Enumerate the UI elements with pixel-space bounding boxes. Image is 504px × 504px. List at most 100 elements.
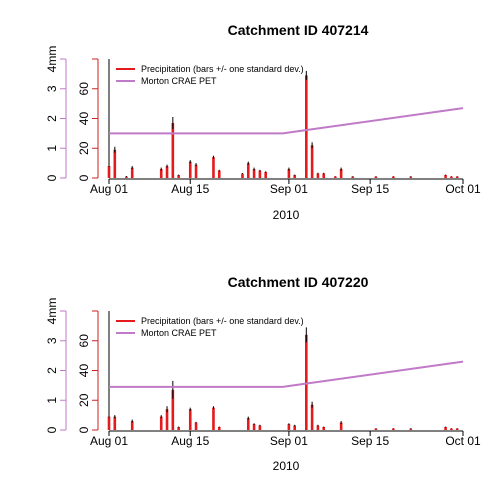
precip-tick-label: 40 <box>77 112 91 126</box>
precip-bar <box>113 416 117 430</box>
x-tick-label: Sep 01 <box>270 182 308 196</box>
pet-tick-label: 1 <box>45 145 59 152</box>
precip-bar <box>293 175 297 178</box>
x-tick-label: Sep 15 <box>351 434 389 448</box>
precip-tick-label: 20 <box>77 393 91 407</box>
pet-tick-label: 1 <box>45 397 59 404</box>
pet-tick-label: 0 <box>45 426 59 433</box>
precip-tick-label: 60 <box>77 334 91 348</box>
precip-tick-label: 60 <box>77 82 91 96</box>
precip-bar <box>188 409 192 430</box>
precip-bar <box>444 175 447 178</box>
precip-bar <box>455 428 459 430</box>
precip-bar <box>165 409 169 430</box>
legend: Precipitation (bars +/- one standard dev… <box>116 64 304 86</box>
precip-bar <box>293 425 297 430</box>
precip-bar <box>159 416 163 430</box>
x-axis-label: 2010 <box>273 459 300 473</box>
pet-tick-label: 3 <box>45 85 59 92</box>
legend-label-precip: Precipitation (bars +/- one standard dev… <box>141 316 304 326</box>
precip-bar <box>310 145 314 178</box>
precip-bar <box>194 422 198 430</box>
x-tick-label: Sep 01 <box>270 434 308 448</box>
precip-bar <box>409 428 413 430</box>
precip-bar <box>241 173 244 178</box>
precip-bar <box>339 422 343 430</box>
precip-bar <box>113 149 117 178</box>
precip-bar <box>409 176 413 178</box>
precip-bar <box>212 157 215 178</box>
precip-bar <box>392 428 395 430</box>
precip-tick-label: 0 <box>77 174 91 181</box>
x-tick-label: Oct 01 <box>445 434 481 448</box>
x-tick-label: Sep 15 <box>351 182 389 196</box>
precip-bar <box>125 176 128 178</box>
precip-bar <box>107 416 111 430</box>
precip-bar <box>258 425 262 430</box>
precip-bar <box>392 176 395 178</box>
chart-title: Catchment ID 407214 <box>228 22 369 38</box>
legend-label-pet: Morton CRAE PET <box>141 76 217 86</box>
precip-bar <box>444 427 447 430</box>
precip-bar <box>287 169 291 178</box>
precip-bar <box>316 173 320 178</box>
precip-bar <box>217 170 221 178</box>
precip-bar <box>310 404 314 430</box>
pet-tick-label: 4mm <box>45 298 59 325</box>
x-tick-label: Oct 01 <box>445 182 481 196</box>
legend-label-pet: Morton CRAE PET <box>141 328 217 338</box>
precip-bar <box>305 75 308 178</box>
precip-bar <box>334 176 337 178</box>
precip-bar <box>217 427 221 430</box>
precip-tick-label: 20 <box>77 141 91 155</box>
x-tick-label: Aug 15 <box>171 182 209 196</box>
pet-tick-label: 3 <box>45 337 59 344</box>
precip-bar <box>316 425 320 430</box>
precip-bar <box>194 164 198 178</box>
x-axis-label: 2010 <box>273 208 300 222</box>
precip-bar <box>252 169 256 178</box>
precip-bar <box>374 428 378 430</box>
precip-bar <box>322 173 326 178</box>
precip-bar <box>287 424 291 430</box>
precip-tick-label: 40 <box>77 364 91 378</box>
precip-bar <box>171 389 175 430</box>
legend-label-precip: Precipitation (bars +/- one standard dev… <box>141 64 304 74</box>
x-tick-label: Aug 01 <box>90 434 128 448</box>
precip-bar <box>258 170 262 178</box>
precip-bar <box>351 176 355 178</box>
pet-line <box>109 107 464 135</box>
precip-bar <box>177 427 180 430</box>
pet-tick-label: 0 <box>45 174 59 181</box>
chart-panel-1: Catchment ID 407214 0 1 2 3 4mm 0 20 40 60 Aug 01 A… <box>45 22 481 222</box>
precip-bar <box>305 334 308 430</box>
chart-panel-2: Catchment ID 407220 0 1 2 3 4mm 0 20 40 60 Aug 01 A… <box>45 274 481 473</box>
pet-tick-label: 2 <box>45 367 59 374</box>
x-tick-label: Aug 01 <box>90 182 128 196</box>
precip-bar <box>455 176 459 178</box>
precip-bar <box>171 122 175 178</box>
legend: Precipitation (bars +/- one standard dev… <box>116 316 304 338</box>
pet-line <box>109 360 464 388</box>
precip-bar <box>246 163 250 178</box>
precip-bar <box>107 166 111 178</box>
precip-bar <box>177 175 180 178</box>
x-tick-label: Aug 15 <box>171 434 209 448</box>
precip-bar <box>374 176 378 178</box>
precip-bar <box>339 169 343 178</box>
precip-bar <box>212 407 215 430</box>
precip-bar <box>246 418 250 430</box>
precip-bar <box>188 161 192 178</box>
precip-bar <box>450 428 453 430</box>
precip-bar <box>264 172 267 178</box>
precip-bar <box>159 169 163 178</box>
chart-title: Catchment ID 407220 <box>228 274 369 290</box>
precip-bar <box>165 166 169 178</box>
pet-tick-label: 4mm <box>45 46 59 73</box>
precip-bar <box>322 427 326 430</box>
precip-bar <box>450 176 453 178</box>
precip-tick-label: 0 <box>77 426 91 433</box>
pet-tick-label: 2 <box>45 115 59 122</box>
